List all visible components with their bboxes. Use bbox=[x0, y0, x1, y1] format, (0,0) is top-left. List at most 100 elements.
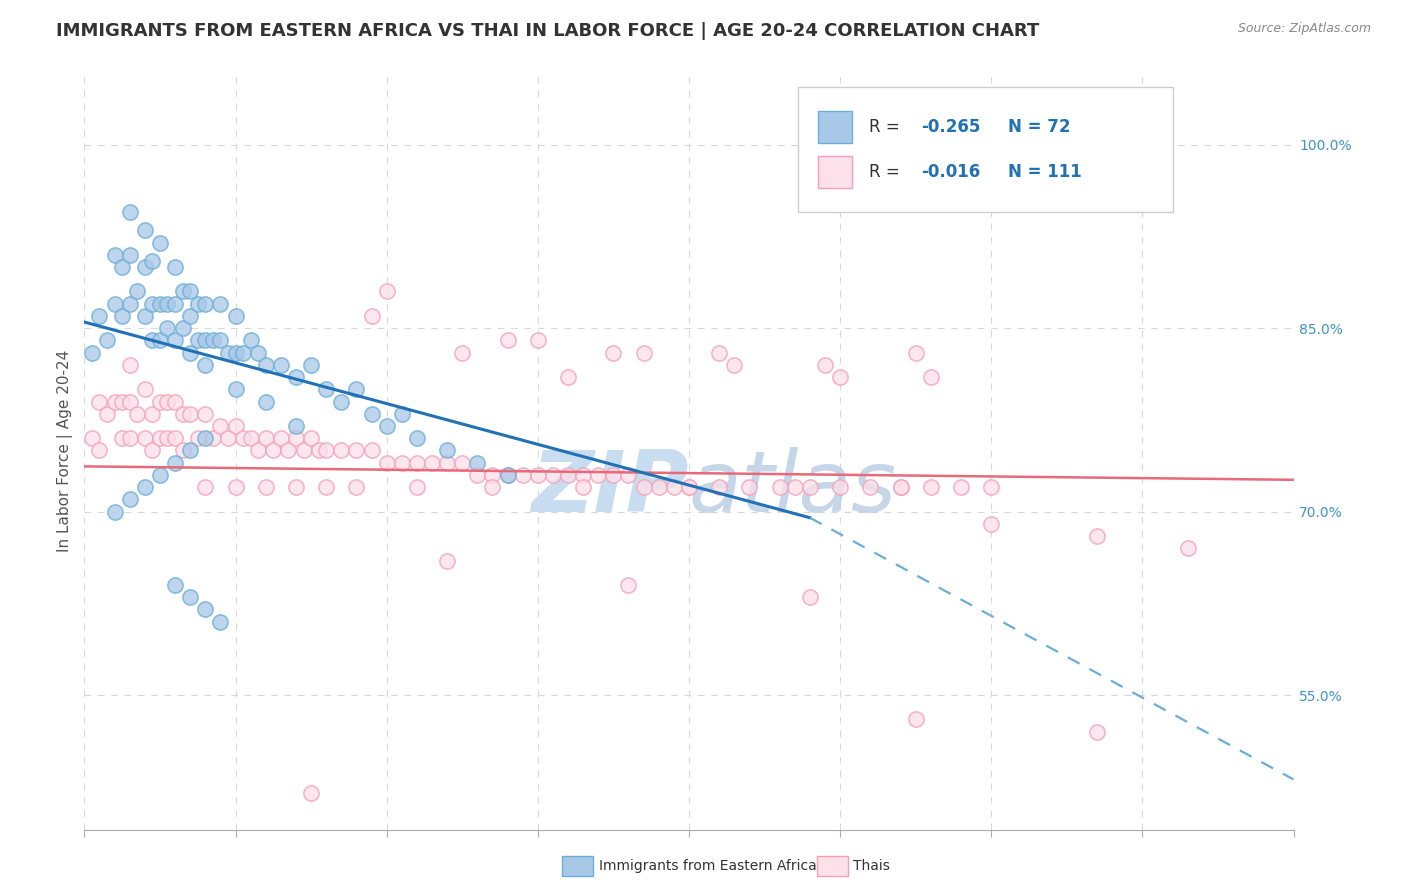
Point bbox=[292, 443, 315, 458]
Point bbox=[141, 334, 163, 348]
Point bbox=[904, 713, 927, 727]
Point bbox=[830, 370, 852, 384]
Point bbox=[141, 407, 163, 421]
Point bbox=[165, 431, 187, 445]
Point bbox=[375, 285, 398, 299]
Point bbox=[299, 431, 322, 445]
Point bbox=[165, 578, 187, 592]
Point bbox=[172, 285, 194, 299]
Point bbox=[602, 467, 624, 482]
Point bbox=[890, 480, 912, 494]
Point bbox=[134, 431, 156, 445]
Text: -0.265: -0.265 bbox=[921, 118, 980, 136]
Text: Immigrants from Eastern Africa: Immigrants from Eastern Africa bbox=[599, 859, 817, 873]
Point bbox=[254, 358, 277, 372]
Point bbox=[149, 235, 172, 250]
Point bbox=[678, 480, 700, 494]
Point bbox=[179, 345, 201, 359]
Text: N = 72: N = 72 bbox=[1008, 118, 1070, 136]
Point bbox=[436, 553, 458, 567]
Point bbox=[588, 467, 610, 482]
Point bbox=[247, 345, 270, 359]
Point bbox=[225, 309, 247, 323]
Point bbox=[179, 443, 201, 458]
Point bbox=[104, 394, 127, 409]
Point bbox=[179, 407, 201, 421]
Point bbox=[769, 480, 792, 494]
Point bbox=[165, 394, 187, 409]
Point bbox=[814, 358, 837, 372]
Point bbox=[557, 467, 579, 482]
Point bbox=[209, 615, 232, 629]
Point bbox=[391, 456, 413, 470]
Point bbox=[451, 456, 474, 470]
Point bbox=[467, 467, 489, 482]
Point bbox=[179, 591, 201, 605]
Point bbox=[239, 431, 262, 445]
Point bbox=[904, 345, 927, 359]
Point bbox=[346, 382, 368, 396]
Point bbox=[194, 296, 217, 310]
Point bbox=[225, 419, 247, 434]
Point bbox=[194, 358, 217, 372]
Point bbox=[187, 296, 209, 310]
Point bbox=[346, 443, 368, 458]
Point bbox=[315, 443, 337, 458]
Point bbox=[330, 443, 353, 458]
Point bbox=[308, 443, 330, 458]
Point bbox=[118, 492, 141, 507]
Point bbox=[104, 296, 127, 310]
Point bbox=[451, 345, 474, 359]
Point bbox=[118, 394, 141, 409]
Point bbox=[149, 334, 172, 348]
Point bbox=[783, 480, 806, 494]
Point bbox=[662, 480, 685, 494]
Point bbox=[980, 516, 1002, 531]
Point bbox=[950, 480, 973, 494]
Point bbox=[225, 345, 247, 359]
Point bbox=[285, 419, 308, 434]
Point bbox=[209, 296, 232, 310]
Point bbox=[127, 285, 149, 299]
Point bbox=[406, 480, 429, 494]
Point bbox=[633, 345, 655, 359]
Point bbox=[156, 431, 179, 445]
Point bbox=[156, 394, 179, 409]
Point bbox=[104, 248, 127, 262]
Point bbox=[285, 480, 308, 494]
Point bbox=[315, 382, 337, 396]
Point bbox=[194, 334, 217, 348]
Point bbox=[406, 431, 429, 445]
Point bbox=[1085, 724, 1108, 739]
Point bbox=[299, 786, 322, 800]
Point bbox=[496, 467, 519, 482]
Point bbox=[920, 480, 942, 494]
Point bbox=[118, 358, 141, 372]
Point bbox=[527, 467, 550, 482]
Point bbox=[149, 431, 172, 445]
Point bbox=[149, 467, 172, 482]
Text: IMMIGRANTS FROM EASTERN AFRICA VS THAI IN LABOR FORCE | AGE 20-24 CORRELATION CH: IMMIGRANTS FROM EASTERN AFRICA VS THAI I… bbox=[56, 22, 1039, 40]
Point bbox=[315, 480, 337, 494]
Point bbox=[89, 443, 111, 458]
Point bbox=[738, 480, 761, 494]
Point bbox=[209, 334, 232, 348]
Point bbox=[496, 467, 519, 482]
Point bbox=[118, 431, 141, 445]
Point bbox=[134, 223, 156, 237]
Point bbox=[187, 431, 209, 445]
Point bbox=[496, 334, 519, 348]
Point bbox=[375, 419, 398, 434]
Point bbox=[172, 443, 194, 458]
Point bbox=[277, 443, 299, 458]
Point bbox=[709, 480, 731, 494]
Point bbox=[360, 309, 382, 323]
Point bbox=[118, 205, 141, 219]
Bar bbox=[818, 156, 852, 188]
Point bbox=[467, 456, 489, 470]
Point bbox=[134, 382, 156, 396]
Point bbox=[201, 334, 224, 348]
Text: Thais: Thais bbox=[853, 859, 890, 873]
Point bbox=[96, 334, 118, 348]
Point bbox=[648, 480, 671, 494]
